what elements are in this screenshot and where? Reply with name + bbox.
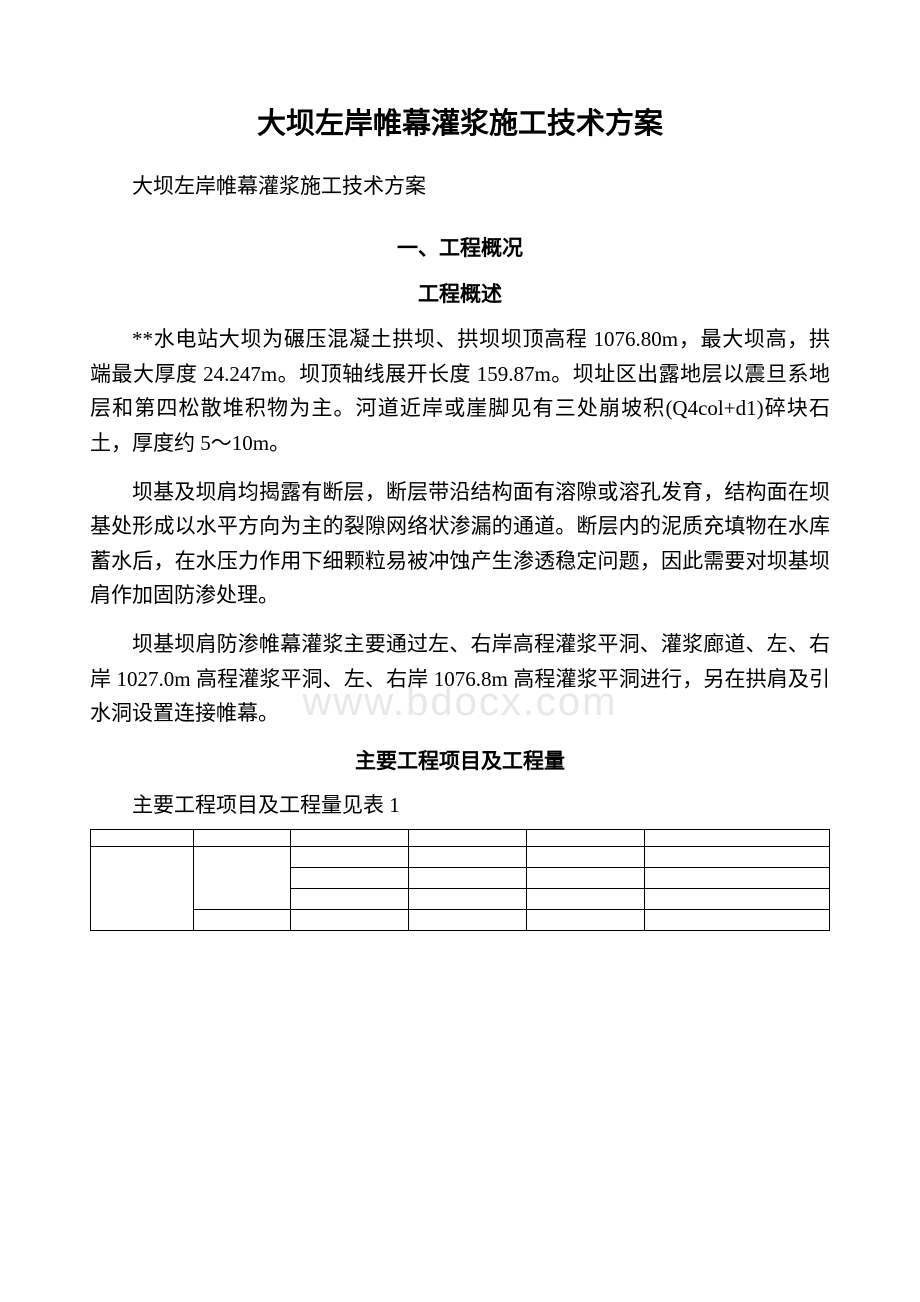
cell-holes — [290, 889, 408, 910]
section-1-heading: 一、工程概况 — [90, 232, 830, 262]
paragraph-2: 坝基及坝肩均揭露有断层，断层带沿结构面有溶隙或溶孔发育，结构面在坝基处形成以水平… — [90, 475, 830, 614]
cell-remark — [645, 910, 830, 931]
table-row — [91, 847, 830, 868]
header-depth — [408, 830, 526, 847]
header-remark — [645, 830, 830, 847]
cell-holes — [290, 868, 408, 889]
cell-unit-sub — [194, 910, 290, 931]
paragraph-3: 坝基坝肩防渗帷幕灌浆主要通过左、右岸高程灌浆平洞、灌浆廊道、左、右岸 1027.… — [90, 627, 830, 731]
cell-remark — [645, 847, 830, 868]
cell-depth — [408, 889, 526, 910]
table-header-row — [91, 830, 830, 847]
cell-unit-main — [194, 847, 290, 910]
cell-depth — [408, 910, 526, 931]
cell-depth — [408, 847, 526, 868]
header-location — [91, 830, 194, 847]
cell-total — [526, 910, 644, 931]
cell-total — [526, 889, 644, 910]
document-title: 大坝左岸帷幕灌浆施工技术方案 — [90, 100, 830, 142]
header-holes — [290, 830, 408, 847]
cell-depth — [408, 868, 526, 889]
cell-holes — [290, 847, 408, 868]
table-caption: 主要工程项目及工程量见表 1 — [90, 789, 830, 819]
document-subtitle: 大坝左岸帷幕灌浆施工技术方案 — [90, 170, 830, 200]
header-total — [526, 830, 644, 847]
cell-holes — [290, 910, 408, 931]
paragraph-1: **水电站大坝为碾压混凝土拱坝、拱坝坝顶高程 1076.80m，最大坝高，拱端最… — [90, 322, 830, 461]
table-row — [91, 910, 830, 931]
cell-total — [526, 868, 644, 889]
cell-remark — [645, 868, 830, 889]
subsection-1-2-heading: 主要工程项目及工程量 — [90, 745, 830, 775]
subsection-1-1-heading: 工程概述 — [90, 278, 830, 308]
header-unit — [194, 830, 290, 847]
engineering-quantity-table — [90, 829, 830, 931]
cell-total — [526, 847, 644, 868]
cell-location — [91, 847, 194, 931]
cell-remark — [645, 889, 830, 910]
